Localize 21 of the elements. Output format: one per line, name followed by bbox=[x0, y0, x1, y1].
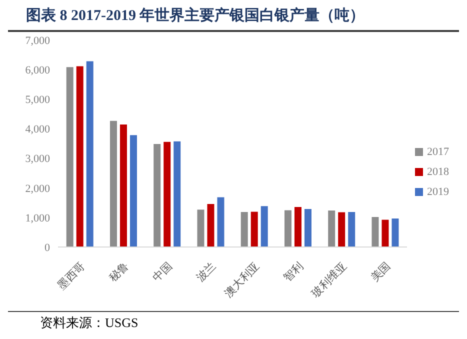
text: 资料来源：USGS bbox=[40, 314, 138, 332]
legend-label: 2017 bbox=[427, 146, 449, 158]
y-tick-label: 7,000 bbox=[25, 34, 50, 47]
y-tick-label: 4,000 bbox=[25, 124, 50, 136]
x-tick-label: 墨西哥 bbox=[56, 260, 88, 292]
y-tick-label: 6,000 bbox=[25, 64, 50, 76]
x-tick-label: 澳大利亚 bbox=[222, 260, 262, 300]
x-tick-label: 美国 bbox=[368, 260, 393, 284]
y-tick-label: 1,000 bbox=[25, 212, 50, 224]
x-tick-label: 波兰 bbox=[194, 260, 218, 284]
x-tick-label: 中国 bbox=[150, 260, 175, 284]
legend-label: 2018 bbox=[427, 166, 449, 178]
chart-title: 图表 8 2017-2019 年世界主要产银国白银产量（吨） bbox=[26, 6, 365, 25]
legend-label: 2019 bbox=[427, 186, 449, 198]
y-tick-label: 2,000 bbox=[25, 182, 50, 195]
x-tick-label: 智利 bbox=[280, 260, 306, 284]
y-tick-label: 0 bbox=[44, 242, 50, 254]
x-tick-label: 玻利维亚 bbox=[309, 260, 350, 300]
y-tick-label: 3,000 bbox=[25, 153, 50, 166]
y-tick-label: 5,000 bbox=[25, 94, 50, 106]
x-tick-label: 秘鲁 bbox=[107, 260, 132, 284]
